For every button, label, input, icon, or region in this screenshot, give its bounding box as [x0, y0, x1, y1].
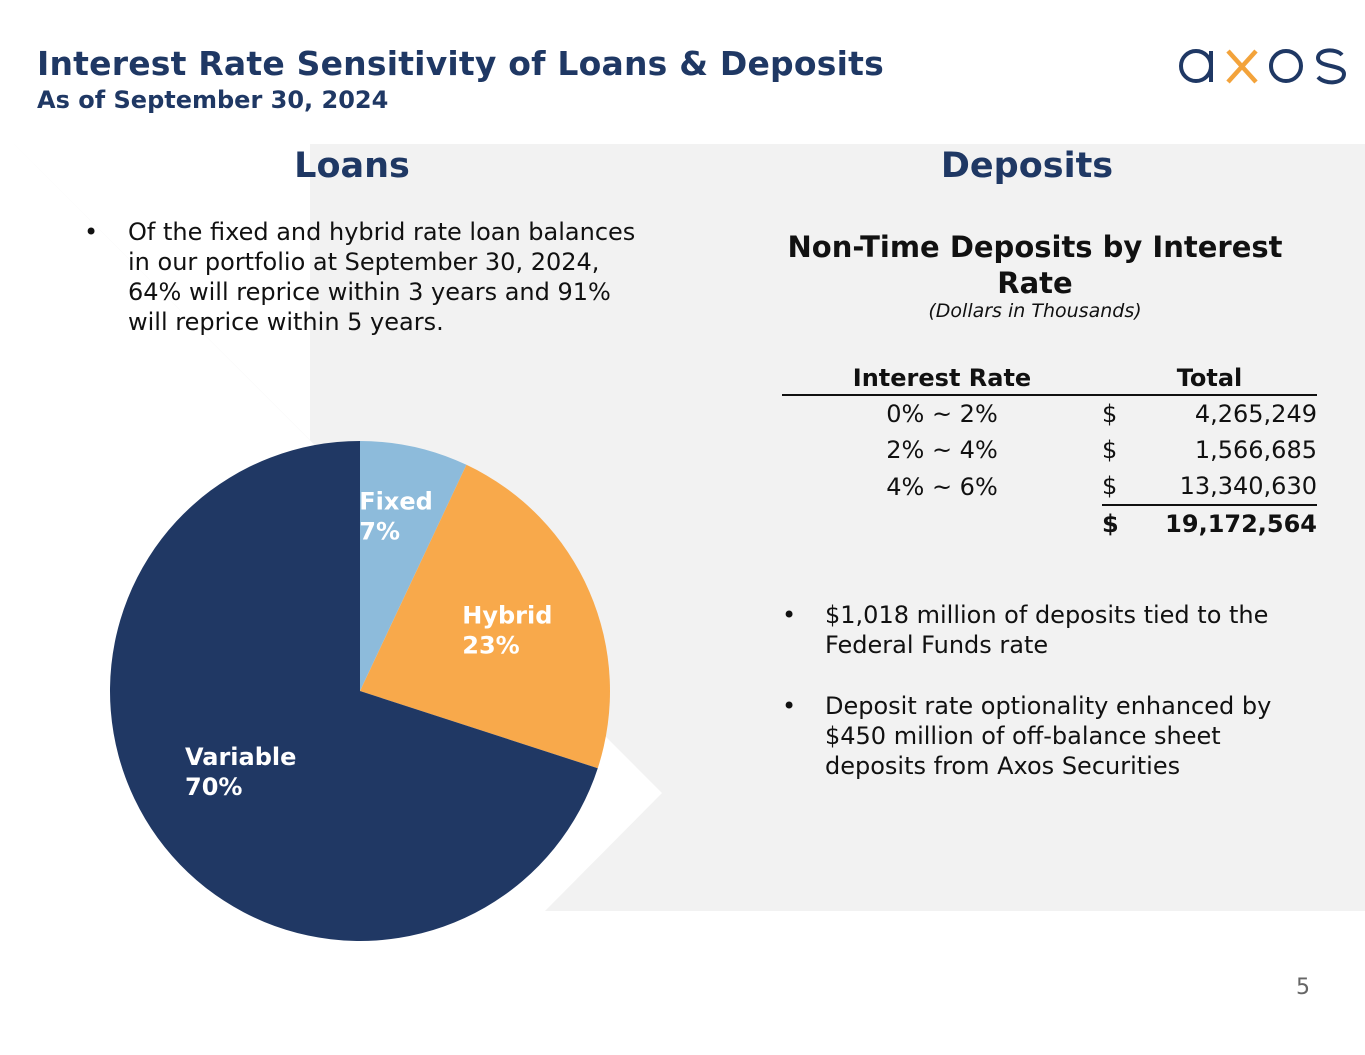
total-currency-cell: $: [1102, 504, 1132, 542]
pie-label-fixed: Fixed 7%: [359, 487, 433, 545]
total-label-cell: [782, 505, 1102, 542]
pie-label-variable: Variable 70%: [185, 743, 296, 801]
table-row: 4% ~ 6% $ 13,340,630: [782, 468, 1317, 505]
rate-cell: 4% ~ 6%: [886, 472, 998, 501]
loans-heading: Loans: [294, 146, 410, 186]
loans-bullet: • Of the fixed and hybrid rate loan bala…: [84, 217, 644, 337]
bullet-icon: •: [782, 601, 797, 629]
bullet-icon: •: [782, 692, 797, 720]
total-amount-cell: 19,172,564: [1132, 504, 1317, 542]
deposits-bullet-text: Deposit rate optionality enhanced by $45…: [825, 692, 1272, 780]
deposits-table-note: (Dollars in Thousands): [928, 300, 1142, 322]
currency-cell: $: [1102, 436, 1118, 464]
table-total-row: $ 19,172,564: [782, 504, 1317, 542]
pie-slice-variable: [110, 441, 598, 941]
amount-cell: 13,340,630: [1179, 472, 1317, 500]
rate-cell: 2% ~ 4%: [886, 436, 998, 464]
page-number: 5: [1296, 975, 1310, 1000]
deposits-heading: Deposits: [940, 146, 1114, 186]
deposits-table: Interest Rate Total 0% ~ 2% $ 4,265,249 …: [782, 362, 1317, 542]
table-row: 2% ~ 4% $ 1,566,685: [782, 432, 1317, 468]
table-header-row: Interest Rate Total: [782, 362, 1317, 395]
table-row: 0% ~ 2% $ 4,265,249: [782, 395, 1317, 432]
deposits-table-title: Non-Time Deposits by Interest Rate: [787, 230, 1283, 300]
axos-logo: [1179, 48, 1347, 85]
page-subtitle: As of September 30, 2024: [37, 86, 389, 114]
deposits-bullet-text: $1,018 million of deposits tied to the F…: [825, 601, 1269, 659]
bullet-icon: •: [84, 218, 99, 246]
currency-cell: $: [1102, 400, 1118, 428]
deposits-bullet-1: • $1,018 million of deposits tied to the…: [782, 600, 1312, 660]
currency-cell: $: [1102, 472, 1118, 500]
rate-cell: 0% ~ 2%: [886, 400, 998, 428]
amount-cell: 4,265,249: [1194, 400, 1317, 428]
deposits-bullet-2: • Deposit rate optionality enhanced by $…: [782, 691, 1312, 781]
column-header-total: Total: [1176, 364, 1243, 392]
pie-label-hybrid: Hybrid 23%: [462, 601, 552, 659]
loan-mix-pie-chart: Fixed 7% Hybrid 23% Variable 70%: [110, 441, 610, 941]
loans-bullet-text: Of the fixed and hybrid rate loan balanc…: [128, 218, 636, 336]
amount-cell: 1,566,685: [1194, 436, 1317, 464]
pie-slice-hybrid: [360, 464, 610, 769]
pie-slice-fixed: [360, 441, 467, 691]
page-title: Interest Rate Sensitivity of Loans & Dep…: [37, 44, 884, 83]
column-header-interest-rate: Interest Rate: [852, 364, 1032, 392]
